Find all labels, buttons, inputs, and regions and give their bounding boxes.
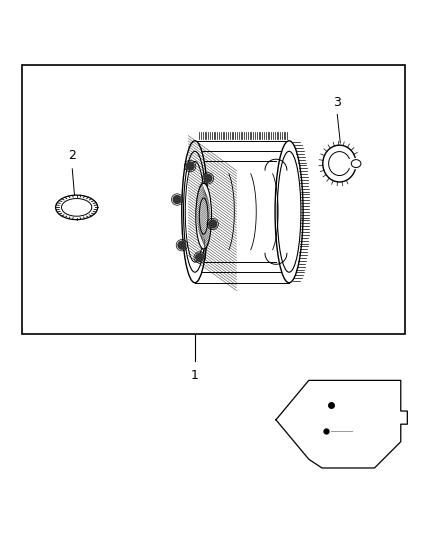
- Ellipse shape: [275, 141, 303, 282]
- Circle shape: [209, 220, 217, 228]
- Ellipse shape: [185, 161, 205, 262]
- Ellipse shape: [182, 141, 208, 282]
- Bar: [22, 65, 405, 334]
- Circle shape: [173, 196, 181, 204]
- Circle shape: [186, 162, 194, 170]
- Ellipse shape: [196, 183, 212, 249]
- Text: 2: 2: [68, 149, 76, 162]
- Circle shape: [178, 241, 186, 249]
- Ellipse shape: [61, 198, 92, 216]
- Ellipse shape: [199, 198, 208, 234]
- Ellipse shape: [277, 151, 301, 272]
- Text: 1: 1: [191, 368, 199, 382]
- Text: 3: 3: [333, 96, 341, 109]
- Circle shape: [204, 174, 212, 182]
- Ellipse shape: [184, 151, 206, 272]
- Ellipse shape: [56, 195, 98, 220]
- Circle shape: [196, 254, 204, 261]
- Ellipse shape: [351, 159, 361, 167]
